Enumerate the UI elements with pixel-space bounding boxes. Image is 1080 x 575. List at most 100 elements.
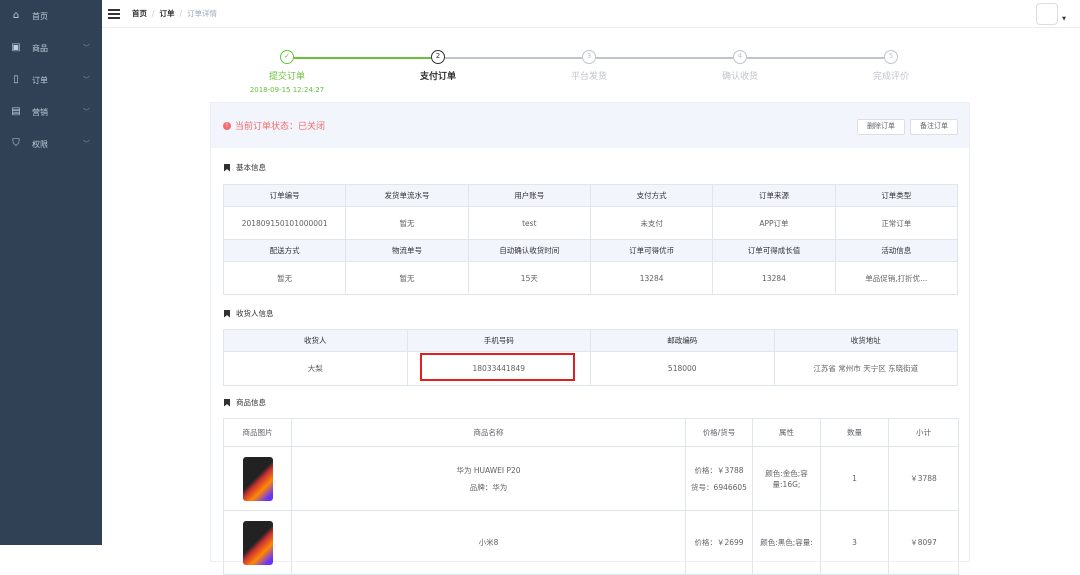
table-header: 价格/货号	[685, 418, 753, 447]
remark-order-button[interactable]: 备注订单	[910, 119, 958, 135]
step-review: 5 完成评价	[816, 50, 966, 82]
section-title: 商品信息	[236, 398, 266, 407]
sidebar: ⌂ 首页 ▣ 商品 ﹀ ▯ 订单 ﹀ ▤ 营销 ﹀ ⛉ 权限 ﹀	[0, 0, 102, 545]
receiver-name: 大梨	[223, 351, 408, 386]
table-cell: 15天	[467, 261, 591, 295]
step-receive: 4 确认收货	[665, 50, 815, 82]
warning-icon: !	[223, 121, 231, 130]
product-brand: 品牌：华为	[469, 482, 508, 492]
section-title: 基本信息	[236, 163, 266, 172]
product-name: 华为 HUAWEI P20	[456, 465, 521, 475]
shield-icon: ⛉	[12, 138, 20, 149]
bookmark-icon	[224, 163, 230, 172]
avatar[interactable]	[1036, 3, 1058, 25]
table-header: 商品名称	[291, 418, 686, 447]
sidebar-item-marketing[interactable]: ▤ 营销 ﹀	[0, 96, 102, 128]
product-subtotal: ￥8097	[888, 510, 959, 575]
table-header: 用户账号	[467, 184, 591, 207]
table-cell: 13284	[589, 261, 714, 295]
table-row: 小米8 价格：￥2699 颜色:黑色;容量: 3 ￥8097	[223, 510, 959, 575]
sidebar-item-label: 首页	[32, 11, 48, 21]
order-detail-card: ! 当前订单状态：已关闭 删除订单 备注订单 基本信息 订单编号 发货单流水号 用户…	[210, 102, 970, 575]
table-row: 华为 HUAWEI P20 品牌：华为 价格：￥3788 货号：6946605 颜色…	[223, 446, 959, 511]
step-submit: ✓ 提交订单 2018-09-15 12:24:27	[212, 50, 362, 94]
table-header: 物流单号	[345, 239, 469, 262]
order-steps: ✓ 提交订单 2018-09-15 12:24:27 2 支付订单 3 平台发货 4 确认…	[212, 50, 968, 95]
step-line	[596, 57, 733, 59]
sidebar-item-home[interactable]: ⌂ 首页	[0, 0, 102, 32]
delete-order-button[interactable]: 删除订单	[857, 119, 905, 135]
table-header: 邮政编码	[590, 329, 775, 352]
step-title: 平台发货	[570, 72, 607, 82]
table-header: 收货地址	[773, 329, 958, 352]
shopping-bag-icon: ▣	[11, 42, 21, 53]
table-header: 订单来源	[712, 184, 836, 207]
product-sn: 货号：6946605	[691, 482, 747, 492]
table-cell: 13284	[712, 261, 836, 295]
step-line	[445, 57, 582, 59]
phone-highlight-box	[420, 353, 575, 381]
receiver-table: 收货人 手机号码 邮政编码 收货地址 大梨 18033441849 518000 江苏省 常…	[223, 329, 958, 386]
step-line	[747, 57, 884, 59]
hamburger-icon[interactable]	[108, 8, 120, 19]
table-header: 支付方式	[589, 184, 714, 207]
bookmark-icon	[224, 309, 230, 318]
table-header: 数量	[820, 418, 889, 447]
chevron-down-icon: ﹀	[83, 140, 90, 148]
table-header: 属性	[752, 418, 821, 447]
product-image	[242, 456, 273, 501]
product-image	[242, 520, 273, 565]
sidebar-item-products[interactable]: ▣ 商品 ﹀	[0, 32, 102, 64]
table-header: 订单编号	[222, 184, 347, 207]
breadcrumb-orders[interactable]: 订单	[159, 9, 175, 18]
step-number: 2	[431, 50, 445, 64]
table-header: 配送方式	[222, 239, 347, 262]
basic-info-table: 订单编号 发货单流水号 用户账号 支付方式 订单来源 订单类型 2018091501010…	[222, 184, 959, 295]
table-header: 收货人	[223, 329, 408, 352]
product-qty: 1	[820, 446, 889, 511]
step-number: 4	[733, 50, 747, 64]
marketing-icon: ▤	[11, 106, 21, 117]
table-cell: 暂无	[345, 261, 469, 295]
product-subtotal: ￥3788	[888, 446, 959, 511]
product-attr: 颜色:金色;容量:16G;	[752, 446, 821, 511]
step-title: 确认收货	[721, 72, 758, 82]
step-desc: 2018-09-15 12:24:27	[249, 86, 325, 94]
goods-table: 商品图片 商品名称 价格/货号 属性 数量 小计 华为 HUAWEI P20 品牌：华为 价…	[223, 418, 959, 575]
product-price: 价格：￥3788	[694, 465, 744, 475]
section-goods-info: 商品信息	[224, 397, 266, 408]
receiver-address: 江苏省 常州市 天宁区 东晓街道	[773, 351, 958, 386]
table-header: 小计	[888, 418, 959, 447]
table-header: 自动确认收货时间	[467, 239, 591, 262]
top-navbar: 首页 / 订单 / 订单详情 ▼	[102, 0, 1080, 28]
product-name: 小米8	[478, 538, 499, 547]
sidebar-item-label: 订单	[32, 75, 48, 85]
table-cell: APP订单	[712, 206, 836, 240]
step-title: 完成评价	[872, 72, 909, 82]
clipboard-icon: ▯	[13, 74, 19, 85]
table-header: 活动信息	[834, 239, 959, 262]
chevron-down-icon: ﹀	[83, 76, 90, 84]
table-cell: 未支付	[589, 206, 714, 240]
section-title: 收货人信息	[236, 309, 274, 318]
step-line	[294, 57, 431, 59]
home-icon: ⌂	[12, 10, 20, 21]
step-number: 5	[884, 50, 898, 64]
breadcrumb-current: 订单详情	[187, 9, 218, 18]
table-header: 发货单流水号	[345, 184, 469, 207]
chevron-down-icon: ﹀	[83, 108, 90, 116]
table-header: 订单类型	[834, 184, 959, 207]
order-status-bar: ! 当前订单状态：已关闭 删除订单 备注订单	[211, 103, 969, 148]
table-cell: test	[467, 206, 591, 240]
product-qty: 3	[820, 510, 889, 575]
step-number: 3	[582, 50, 596, 64]
caret-down-icon[interactable]: ▼	[1062, 16, 1066, 22]
breadcrumb-home[interactable]: 首页	[132, 9, 147, 18]
table-header: 手机号码	[406, 329, 591, 352]
table-cell: 201809150101000001	[222, 206, 347, 240]
sidebar-item-permissions[interactable]: ⛉ 权限 ﹀	[0, 128, 102, 160]
sidebar-item-orders[interactable]: ▯ 订单 ﹀	[0, 64, 102, 96]
order-status-text: 当前订单状态：已关闭	[235, 122, 326, 132]
table-cell: 暂无	[222, 261, 347, 295]
breadcrumb: 首页 / 订单 / 订单详情	[132, 9, 218, 18]
